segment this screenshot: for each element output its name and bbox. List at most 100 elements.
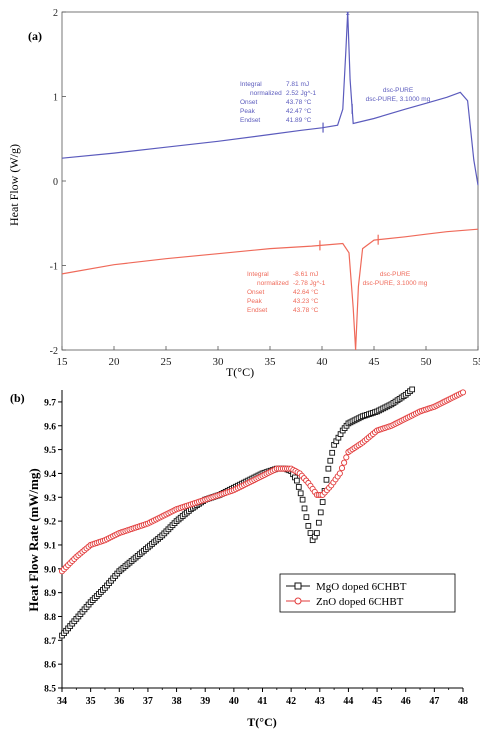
panel-b-data-point [317, 509, 324, 516]
panel-a-x-tick-label: 50 [421, 356, 433, 368]
panel-b-data-point [325, 465, 332, 472]
panel-b-legend-box [279, 573, 456, 613]
panel-b-data-point [297, 490, 304, 497]
panel-a-annotation-value: 7.81 mJ [286, 81, 309, 88]
panel-b-x-tick-label: 38 [172, 696, 182, 707]
panel-a-cooling-curve [61, 228, 479, 351]
panel-a-heating-curve [61, 11, 479, 186]
panel-a-frame [61, 11, 479, 351]
panel-a-annotation-value: -2.78 Jg^-1 [293, 280, 326, 287]
panel-a-sample-label: dsc-PURE, 3.1000 mg [366, 96, 431, 103]
panel-b: (b) T(°C) Heat Flow Rate (mW/mg) 34 35 36 3… [10, 386, 468, 729]
panel-b-x-tick-label: 46 [401, 696, 411, 707]
panel-a-annotation-key: Integral [240, 81, 262, 88]
panel-a-annotation-key: Endset [247, 307, 267, 314]
panel-b-data-point [459, 389, 467, 396]
panel-b-data-point [329, 449, 336, 456]
panel-a-x-axis-label: T(°C) [226, 365, 254, 379]
panel-a-x-tick-label: 55 [473, 356, 480, 368]
panel-b-y-tick-label: 9.0 [44, 565, 56, 575]
panel-a-y-tick-label: 0 [53, 177, 58, 188]
panel-a-annotation-value: 43.78 °C [293, 306, 319, 314]
panel-b-y-tick-label: 8.8 [44, 613, 56, 623]
panel-a-peak-marker: × [345, 9, 350, 18]
panel-a-annotations: Integral 7.81 mJ normalized 2.52 Jg^-1 Onset… [240, 81, 431, 314]
panel-a-sample-label: dsc-PURE [383, 87, 414, 94]
panel-b-data-point [319, 499, 326, 505]
panel-a-annotation-key: Peak [247, 298, 263, 305]
panel-b-x-tick-label: 36 [114, 696, 124, 707]
panel-a-y-tick-label: 2 [53, 8, 58, 19]
panel-b-x-tick-label: 43 [315, 696, 325, 707]
panel-a-x-tick-label: 40 [317, 356, 329, 368]
panel-a-annotation-value: 43.23 °C [293, 297, 319, 305]
panel-b-y-tick-label: 9.1 [44, 541, 56, 551]
panel-b-y-tick-label: 8.9 [44, 589, 56, 599]
panel-b-y-tick-label: 8.5 [44, 685, 56, 695]
panel-b-y-tick-label: 9.5 [44, 446, 56, 456]
panel-b-label: (b) [10, 391, 25, 405]
panel-b-y-tick-label: 9.4 [44, 470, 56, 480]
panel-b-x-ticks: 34 35 36 37 38 39 40 41 42 43 44 45 46 47 48 [57, 688, 468, 707]
panel-b-data-point [303, 514, 310, 520]
panel-b-x-tick-label: 37 [143, 696, 153, 707]
panel-b-x-tick-label: 39 [200, 696, 210, 707]
panel-b-y-tick-label: 8.6 [44, 661, 56, 671]
panel-a-y-tick-label: 1 [53, 93, 58, 104]
panel-b-legend-marker [294, 582, 302, 590]
panel-a-label: (a) [28, 29, 42, 43]
panel-b-legend-label: MgO doped 6CHBT [316, 581, 407, 593]
panel-b-x-tick-label: 45 [372, 696, 382, 707]
panel-b-data-point [294, 477, 300, 484]
panel-b-data-point [336, 470, 343, 477]
panel-a-annotation-value: -8.61 mJ [293, 271, 318, 278]
panel-a-x-tick-label: 30 [213, 356, 225, 368]
panel-b-y-axis-label: Heat Flow Rate (mW/mg) [26, 468, 41, 611]
panel-b-data-point [301, 505, 308, 512]
panel-a-y-ticks: 2 1 0 -1 -2 [50, 8, 66, 357]
panel-b-x-tick-label: 40 [229, 696, 239, 707]
panel-b-legend-label: ZnO doped 6CHBT [316, 596, 404, 608]
panel-b-x-tick-label: 34 [57, 696, 67, 707]
panel-a-annotation-key: Onset [247, 289, 265, 296]
panel-a-annotation-key: Onset [240, 99, 258, 106]
panel-a-x-tick-label: 25 [161, 356, 173, 368]
panel-b-legend-marker [294, 597, 302, 605]
panel-a-annotation-value: 41.89 °C [286, 116, 312, 124]
panel-a-annotation-key: normalized [250, 90, 282, 97]
panel-b-data-point [409, 386, 416, 393]
panel-b-x-tick-label: 47 [429, 696, 439, 707]
panel-b-x-axis-label: T(°C) [247, 715, 276, 729]
panel-b-frame [61, 390, 463, 689]
panel-b-series [58, 386, 467, 639]
panel-a-sample-label: dsc-PURE, 3.1000 mg [363, 280, 428, 287]
panel-b-x-tick-label: 48 [458, 696, 468, 707]
panel-b-y-tick-label: 9.2 [44, 518, 56, 528]
panel-a-annotation-value: 42.47 °C [286, 107, 312, 115]
panel-a-onset-markers [319, 103, 379, 251]
panel-a-annotation-key: Peak [240, 108, 256, 115]
panel-a-x-tick-label: 35 [265, 356, 277, 368]
panel-a-y-tick-label: -2 [50, 346, 58, 357]
panel-b-y-tick-label: 9.7 [44, 398, 56, 408]
panel-a-sample-label: dsc-PURE [380, 271, 411, 278]
panel-a-plot-frame [61, 11, 479, 351]
panel-b-data-point [327, 457, 334, 464]
panel-a-annotation-key: normalized [257, 280, 289, 287]
panel-a-x-ticks: 15 20 25 30 35 40 45 50 55 [57, 346, 480, 368]
panel-b-data-point [343, 454, 350, 461]
panel-b-x-tick-label: 42 [286, 696, 296, 707]
panel-b-y-tick-label: 8.7 [44, 637, 56, 647]
panel-b-legend: MgO doped 6CHBT ZnO doped 6CHBT [279, 573, 456, 613]
panel-a: (a) T(°C) Heat Flow (W/g) 15 20 25 30 35 40 45… [7, 8, 480, 379]
panel-b-data-point [315, 519, 322, 526]
panel-b-y-tick-label: 9.6 [44, 422, 56, 432]
panel-a-y-axis-label: Heat Flow (W/g) [7, 144, 21, 226]
panel-a-annotation-key: Integral [247, 271, 269, 278]
panel-b-data-point [314, 530, 320, 536]
panel-b-data-point [295, 484, 302, 490]
panel-b-data-point [299, 496, 306, 503]
panel-b-data-point [338, 465, 346, 472]
panel-b-x-tick-label: 35 [86, 696, 96, 707]
